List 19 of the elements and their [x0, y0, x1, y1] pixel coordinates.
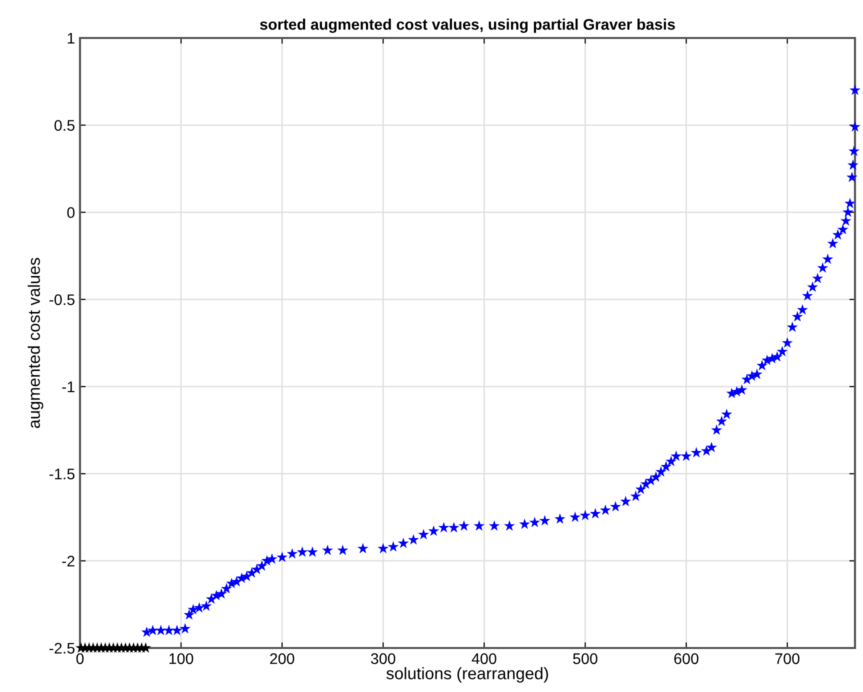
x-tick-label: 300: [370, 653, 396, 664]
y-tick-label: 1: [68, 33, 74, 44]
x-tick-label: 200: [270, 653, 294, 664]
y-tick-label: 0.5: [54, 120, 74, 131]
y-axis-title: augmented cost values: [28, 258, 44, 428]
y-tick-label: -1: [62, 382, 74, 392]
x-tick-label: 0: [76, 653, 84, 664]
x-tick-label: 700: [775, 653, 800, 664]
y-tick-label: 0: [67, 207, 75, 218]
y-tick-label: -1.5: [49, 468, 74, 480]
y-tick-label: -0.5: [49, 294, 74, 306]
x-tick-label: 100: [169, 653, 194, 664]
x-tick-label: 400: [472, 653, 496, 664]
x-tick-label: 600: [674, 653, 698, 664]
x-tick-label: 500: [573, 653, 598, 664]
chart-title: sorted augmented cost values, using partial Graver basis: [260, 18, 675, 33]
x-axis-title: solutions (rearranged): [386, 667, 548, 683]
y-tick-label: -2.5: [49, 642, 74, 654]
y-tick-label: -2: [62, 556, 74, 566]
